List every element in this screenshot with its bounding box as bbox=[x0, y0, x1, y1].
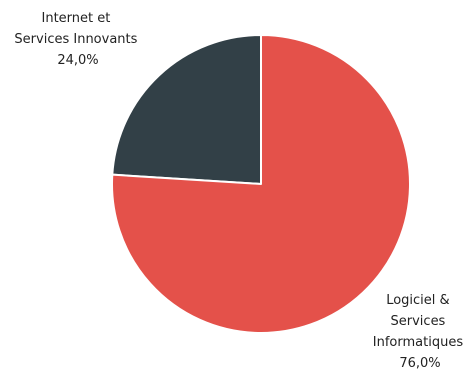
slice-label-logiciel: Logiciel & Services Informatiques 76,0% bbox=[373, 293, 464, 371]
slice-value-logiciel: 76,0% bbox=[399, 356, 440, 371]
slice-label-internet: Internet et Services Innovants 24,0% bbox=[14, 11, 141, 68]
pie-slice-logiciel bbox=[111, 34, 411, 334]
pie-slices bbox=[111, 34, 411, 334]
slice-label-logiciel-line-1: Logiciel & bbox=[386, 293, 449, 308]
slice-label-internet-line-1: Internet et bbox=[42, 11, 111, 26]
slice-label-logiciel-line-2: Services bbox=[391, 314, 446, 329]
slice-label-logiciel-line-3: Informatiques bbox=[373, 335, 464, 350]
slice-value-internet: 24,0% bbox=[57, 53, 98, 68]
slice-label-internet-line-2: Services Innovants bbox=[14, 32, 137, 47]
pie-slice-internet bbox=[111, 34, 262, 185]
